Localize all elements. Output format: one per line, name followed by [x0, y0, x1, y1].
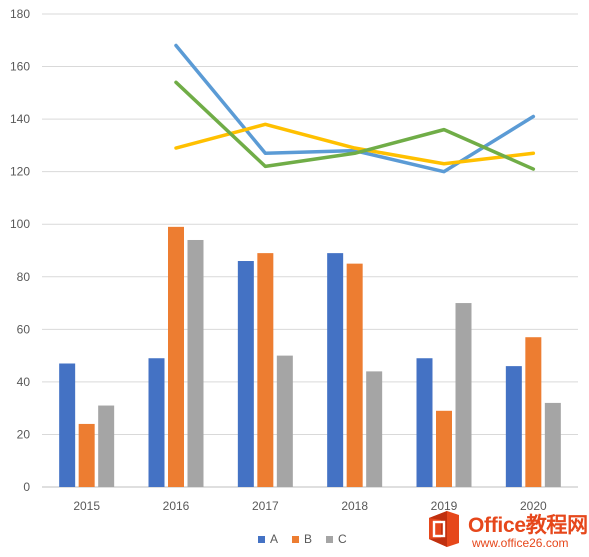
- line-series-3: [174, 80, 536, 171]
- gridlines: [42, 13, 578, 488]
- y-tick-label: 40: [17, 375, 31, 389]
- legend-swatch: [326, 535, 334, 543]
- y-tick-label: 80: [17, 270, 31, 284]
- watermark-url: www.office26.com: [472, 536, 569, 550]
- bar-c: [366, 371, 383, 487]
- bar-a: [327, 253, 344, 487]
- bar-b: [168, 226, 184, 487]
- y-tick-label: 20: [17, 427, 31, 441]
- y-tick-label: 140: [10, 112, 30, 126]
- bar-a: [59, 363, 76, 487]
- y-tick-label: 0: [23, 480, 30, 494]
- bar-c: [98, 405, 115, 487]
- bar-c: [455, 303, 472, 487]
- watermark-title: Office教程网: [468, 514, 588, 537]
- x-axis-ticks: 2015 2016 2017 2018 2019 2020: [73, 499, 547, 513]
- x-tick-label: 2020: [520, 499, 547, 513]
- bar-c: [544, 402, 561, 487]
- line-series-1: [174, 43, 536, 174]
- bar-c: [187, 239, 204, 487]
- x-tick-label: 2016: [163, 499, 190, 513]
- legend-item-c: C: [326, 532, 347, 546]
- bar-c: [276, 355, 293, 487]
- legend-swatch: [258, 535, 265, 543]
- y-tick-label: 120: [10, 165, 30, 179]
- legend-label: B: [304, 532, 313, 546]
- legend-swatch: [292, 535, 300, 543]
- y-tick-label: 100: [10, 217, 30, 231]
- bar-b: [78, 423, 95, 487]
- bar-b: [257, 253, 274, 487]
- legend-item-b: B: [292, 532, 312, 546]
- x-tick-label: 2019: [431, 499, 458, 513]
- line-series-2: [174, 122, 536, 166]
- bar-a: [416, 358, 433, 487]
- y-axis-ticks: 0 20 40 60 80 100 120 140 160 180: [10, 7, 30, 494]
- office-logo-icon: [429, 511, 459, 547]
- x-tick-label: 2017: [252, 499, 279, 513]
- watermark: Office教程网 www.office26.com: [425, 507, 588, 553]
- bar-b: [346, 263, 363, 487]
- bar-b: [525, 337, 542, 487]
- y-tick-label: 60: [17, 322, 31, 336]
- bars: [59, 226, 561, 487]
- x-tick-label: 2018: [341, 499, 368, 513]
- bar-a: [237, 261, 254, 487]
- legend: A B C: [258, 532, 347, 546]
- y-tick-label: 160: [10, 60, 30, 74]
- legend-label: C: [338, 532, 347, 546]
- bar-b: [436, 410, 452, 487]
- legend-item-a: A: [258, 532, 278, 546]
- bar-a: [148, 358, 165, 487]
- bar-a: [505, 366, 522, 487]
- legend-label: A: [270, 532, 279, 546]
- y-tick-label: 180: [10, 7, 30, 21]
- x-tick-label: 2015: [73, 499, 100, 513]
- lines: [174, 43, 536, 174]
